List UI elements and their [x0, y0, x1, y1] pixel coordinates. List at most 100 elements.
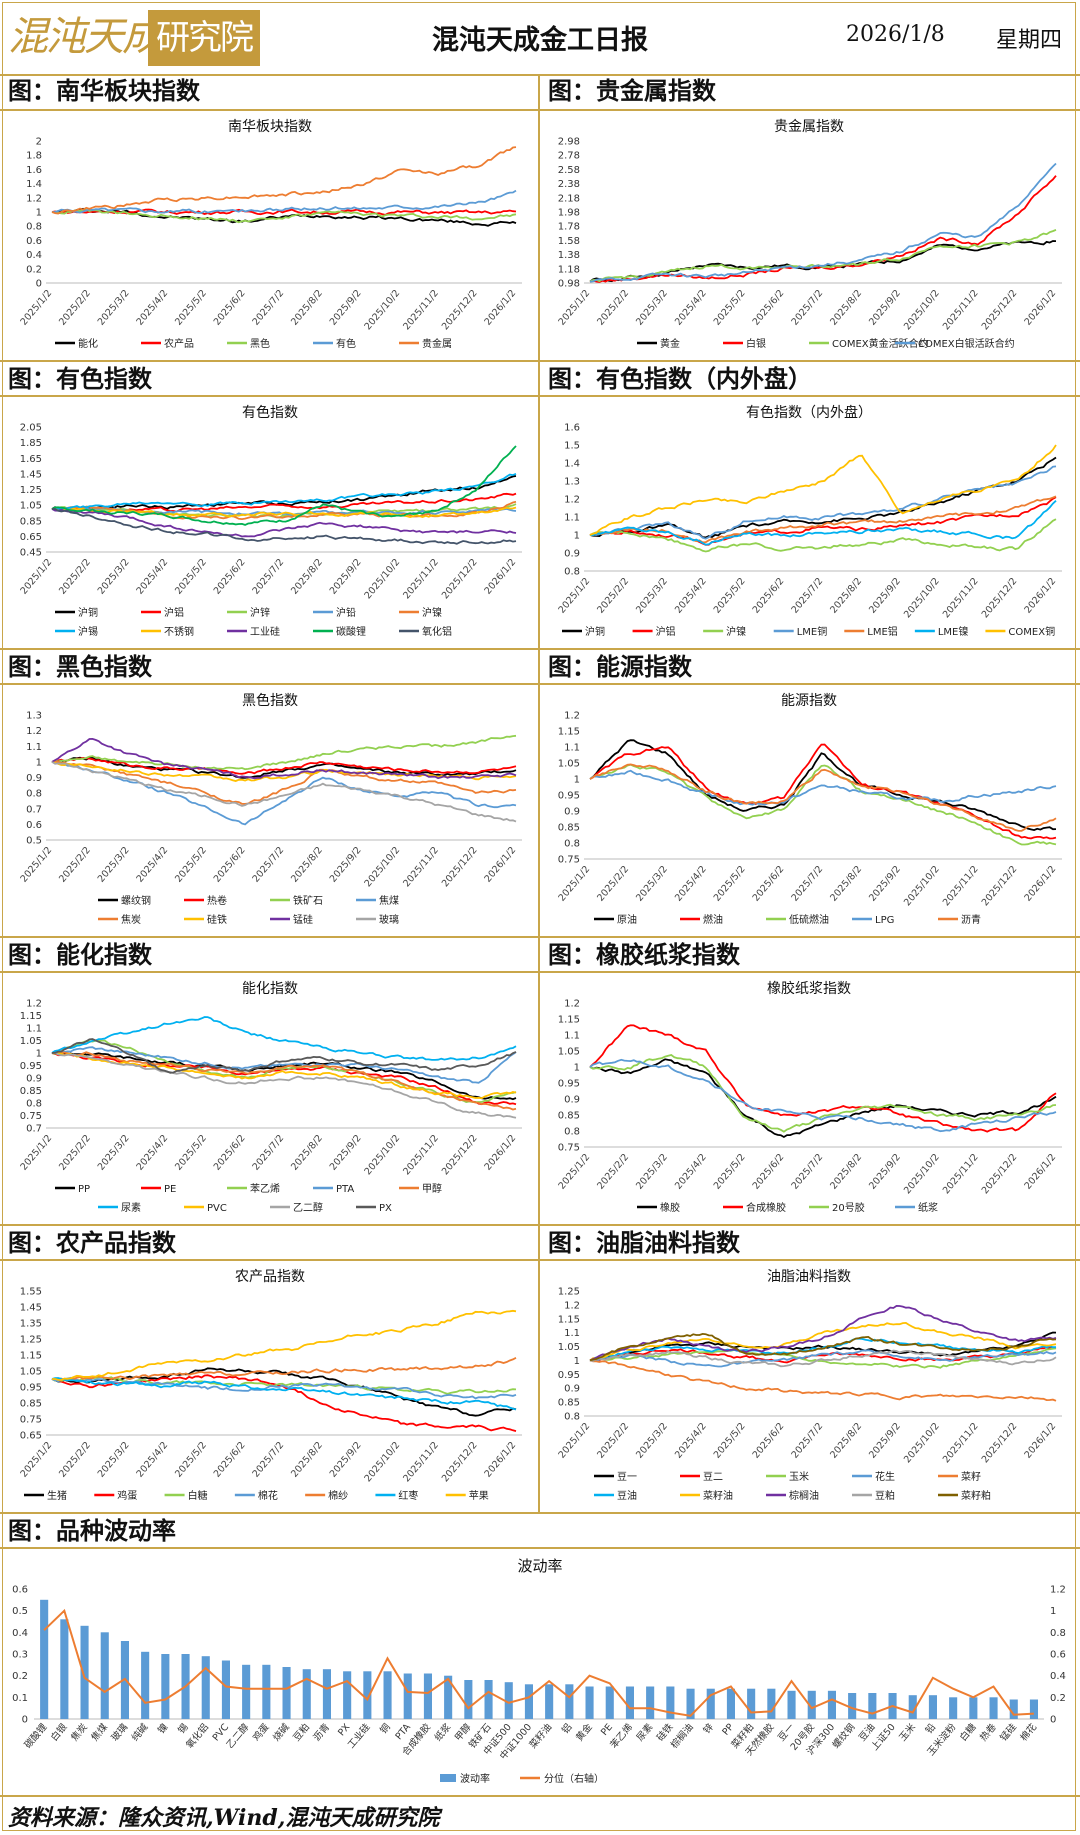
legend-label: 氧化铝 — [422, 625, 452, 638]
report-header: 混沌天成 研究院 混沌天成金工日报 2026/1/8 星期四 — [0, 0, 1080, 76]
bar-PP — [726, 1688, 735, 1719]
x-tick-label: 2025/7/2 — [789, 288, 825, 328]
y-tick-label: 0.8 — [26, 222, 42, 233]
legend-label: 生猪 — [47, 1489, 67, 1502]
series-line-热卷 — [51, 756, 517, 775]
x-tick-label: 2025/10/2 — [902, 288, 942, 332]
y-tick-label: 0.98 — [558, 279, 580, 290]
x-tick-label: 2025/10/2 — [363, 1440, 403, 1484]
y-tick-label: 1.1 — [564, 1328, 580, 1339]
y-tick-label: 1.15 — [558, 727, 580, 738]
legend-label: 菜籽粕 — [961, 1489, 991, 1502]
x-tick-label: 2025/3/2 — [96, 1133, 132, 1173]
y-tick-label: 1.5 — [564, 441, 580, 452]
legend-label: 豆油 — [617, 1489, 637, 1502]
y-tick-label: 1.4 — [564, 459, 580, 470]
bar-PTA — [403, 1673, 412, 1719]
category-label: 锡 — [175, 1721, 190, 1736]
y-tick-label: 0.9 — [26, 773, 42, 784]
y-tick-label: 2.58 — [558, 165, 580, 176]
legend-label: 沪镍 — [726, 625, 746, 638]
legend-label: COMEX黄金活跃合约 — [832, 337, 929, 350]
y-tick-label: 0.8 — [564, 1412, 580, 1423]
y-tick-label: 1.85 — [20, 438, 42, 449]
x-tick-label: 2025/7/2 — [250, 1440, 286, 1480]
x-tick-label: 2026/1/2 — [482, 1133, 518, 1173]
bar-铅 — [928, 1695, 937, 1719]
category-label: 铝 — [559, 1721, 574, 1736]
y-tick-label: 2.18 — [558, 193, 580, 204]
y-tick-label: 0.95 — [558, 791, 580, 802]
x-tick-label: 2025/4/2 — [673, 1421, 709, 1461]
divider — [0, 1795, 1080, 1797]
x-tick-label: 2025/1/2 — [556, 864, 592, 904]
legend-label: 锰硅 — [293, 913, 313, 926]
legend-label: 黑色 — [250, 337, 270, 350]
y-tick-label: 1 — [36, 1049, 42, 1060]
bar-鸡蛋 — [262, 1664, 271, 1719]
x-tick-label: 2025/11/2 — [401, 1133, 441, 1177]
y-tick-label: 0.9 — [564, 807, 580, 818]
x-tick-label: 2025/12/2 — [980, 1421, 1020, 1465]
x-tick-label: 2025/10/2 — [902, 576, 942, 620]
legend-label: LPG — [875, 915, 894, 926]
chart-energy-chemical: 能化指数 0.7 0.750.8 0.850.9 0.951 1.051.1 1.151.2… — [18, 981, 522, 1214]
series-line-纸浆 — [589, 1058, 1057, 1133]
report-weekday: 星期四 — [996, 28, 1063, 53]
y-tick-label: 0.6 — [12, 1585, 28, 1596]
x-tick-label: 2025/2/2 — [57, 845, 93, 885]
x-tick-label: 2025/9/2 — [328, 557, 364, 597]
category-label: PE — [599, 1722, 615, 1738]
series-line-沪镍 — [589, 518, 1057, 553]
x-tick-label: 2025/10/2 — [363, 288, 403, 332]
series-line-棉花 — [51, 1376, 517, 1400]
legend-label: 波动率 — [460, 1772, 490, 1785]
y-tick-label: 1.4 — [26, 179, 42, 190]
x-tick-label: 2025/8/2 — [828, 864, 864, 904]
y-tick-label: 0.85 — [558, 1398, 580, 1409]
chart-agricultural: 农产品指数 0.65 0.75 0.85 0.95 1.05 1.15 1.25 1.35 1.4… — [18, 1269, 522, 1502]
y-tick-label: 0.8 — [564, 1127, 580, 1138]
series-line-LME铜 — [589, 465, 1057, 540]
y-tick-label: 0.4 — [12, 1628, 28, 1639]
y-tick-label: 0 — [36, 279, 42, 290]
y2-tick-label: 0.4 — [1050, 1671, 1066, 1682]
series-line-生猪 — [51, 1367, 517, 1417]
y-tick-label: 0.85 — [20, 1399, 42, 1410]
y-tick-label: 1.35 — [20, 1319, 42, 1330]
chart-nanhua-sector: 南华板块指数 0 0.2 0.4 0.6 0.8 1 1.2 1.4 1.6 1.8 2 2025/1/… — [18, 119, 522, 350]
y-tick-label: 0.3 — [12, 1650, 28, 1661]
x-tick-label: 2026/1/2 — [482, 845, 518, 885]
y-tick-label: 2 — [36, 137, 42, 148]
x-tick-label: 2025/1/2 — [18, 557, 54, 597]
x-tick-label: 2025/11/2 — [941, 1152, 981, 1196]
series-line-COMEX白银活跃合约 — [589, 162, 1057, 283]
bar-螺纹钢 — [848, 1693, 857, 1719]
y-tick-label: 0.6 — [26, 236, 42, 247]
y-tick-label: 1.05 — [558, 759, 580, 770]
section-title: 图：品种波动率 — [8, 1516, 176, 1545]
chart-rubber-pulp: 橡胶纸浆指数 0.75 0.8 0.85 0.9 0.95 1 1.05 1.1 1.15 1.2 2… — [556, 980, 1062, 1214]
report-title: 混沌天成金工日报 — [432, 25, 648, 56]
y-tick-label: 0.75 — [20, 1111, 42, 1122]
x-tick-label: 2025/12/2 — [440, 845, 480, 889]
x-tick-label: 2025/4/2 — [673, 864, 709, 904]
bar-白糖 — [969, 1697, 978, 1719]
legend-label: 白糖 — [188, 1489, 208, 1502]
bar-玉米 — [908, 1695, 917, 1719]
series-line-LME镍 — [589, 500, 1057, 546]
y-tick-label: 0.8 — [564, 839, 580, 850]
x-tick-label: 2025/7/2 — [250, 845, 286, 885]
x-tick-label: 2025/2/2 — [57, 1133, 93, 1173]
bar-碳酸锂 — [40, 1599, 49, 1719]
x-tick-label: 2025/11/2 — [401, 557, 441, 601]
x-tick-label: 2025/11/2 — [941, 576, 981, 620]
x-tick-label: 2025/7/2 — [789, 576, 825, 616]
x-tick-label: 2025/1/2 — [556, 576, 592, 616]
x-tick-label: 2026/1/2 — [1022, 1152, 1058, 1192]
series-line-低硫燃油 — [589, 763, 1057, 846]
legend-label: COMEX白银活跃合约 — [918, 337, 1015, 350]
x-tick-label: 2025/2/2 — [57, 1440, 93, 1480]
